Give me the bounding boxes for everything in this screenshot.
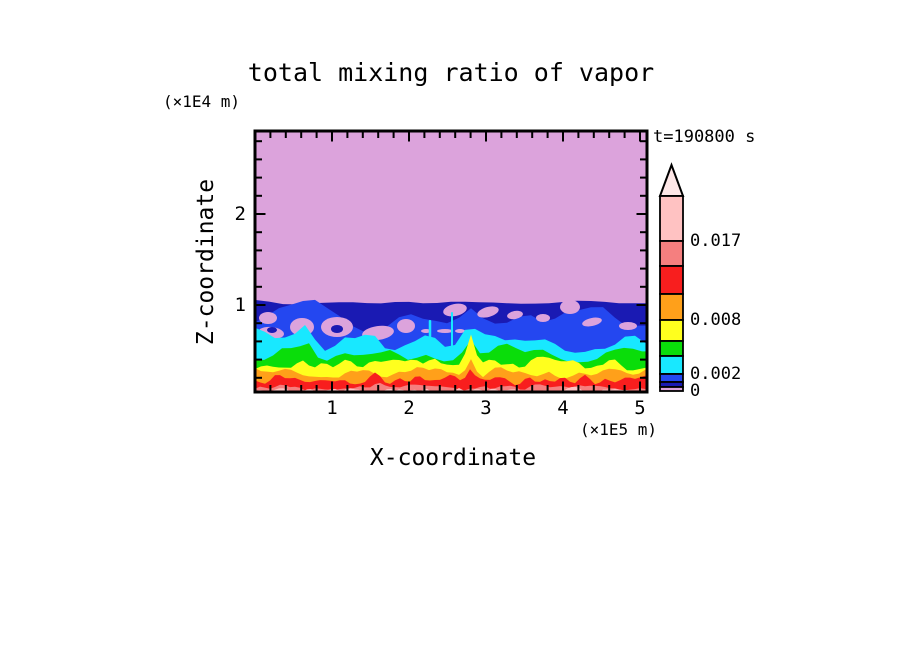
lavender-island (443, 303, 467, 317)
contour-band-lightpink (257, 386, 629, 391)
colorbar-segment (659, 265, 684, 295)
lavender-island (421, 329, 431, 333)
colorbar-tick-label: 0 (690, 380, 701, 401)
plot-title: total mixing ratio of vapor (247, 58, 655, 87)
lavender-pockets (258, 300, 637, 352)
y-tick-label: 2 (234, 202, 246, 225)
lavender-island (582, 317, 602, 327)
x-axis-unit-label: (×1E5 m) (579, 420, 657, 439)
axis-ticks (256, 132, 646, 391)
x-tick-label: 2 (403, 397, 415, 419)
colorbar-segment (659, 340, 684, 357)
colorbar-tick-label: 0.008 (690, 309, 742, 330)
y-axis-unit-label: (×1E4 m) (163, 92, 241, 111)
colorbar-tick-label: 0.002 (690, 363, 742, 384)
cyan-streak (451, 312, 453, 350)
lavender-island (477, 306, 499, 318)
colorbar-segment (659, 195, 684, 242)
colorbar-segment (659, 386, 684, 392)
lavender-island (397, 319, 415, 333)
x-tick-label: 1 (326, 397, 338, 419)
x-tick-label: 4 (557, 397, 569, 419)
x-tick-label: 3 (480, 397, 492, 419)
x-tick-label: 5 (634, 397, 646, 419)
colorbar-overflow-arrow (658, 162, 685, 197)
contour-field (256, 132, 646, 391)
y-tick-label: 1 (234, 293, 246, 316)
lavender-island (560, 300, 580, 314)
lavender-island (536, 314, 550, 322)
navy-pocket (267, 327, 277, 333)
colorbar-segment (659, 293, 684, 321)
lavender-island (259, 312, 277, 324)
x-axis-title: X-coordinate (369, 445, 537, 471)
colorbar-segment (659, 355, 684, 375)
lavender-island (437, 329, 453, 333)
plot-border (253, 129, 649, 394)
navy-pocket (331, 325, 343, 333)
colorbar-segment (659, 373, 684, 383)
lavender-island (455, 329, 465, 333)
lavender-island (619, 322, 637, 330)
time-annotation: t=190800 s (653, 127, 756, 147)
lavender-island (507, 310, 523, 320)
colorbar-segment (659, 319, 684, 342)
colorbar-segment (659, 240, 684, 267)
colorbar-tick-label: 0.017 (690, 230, 742, 251)
